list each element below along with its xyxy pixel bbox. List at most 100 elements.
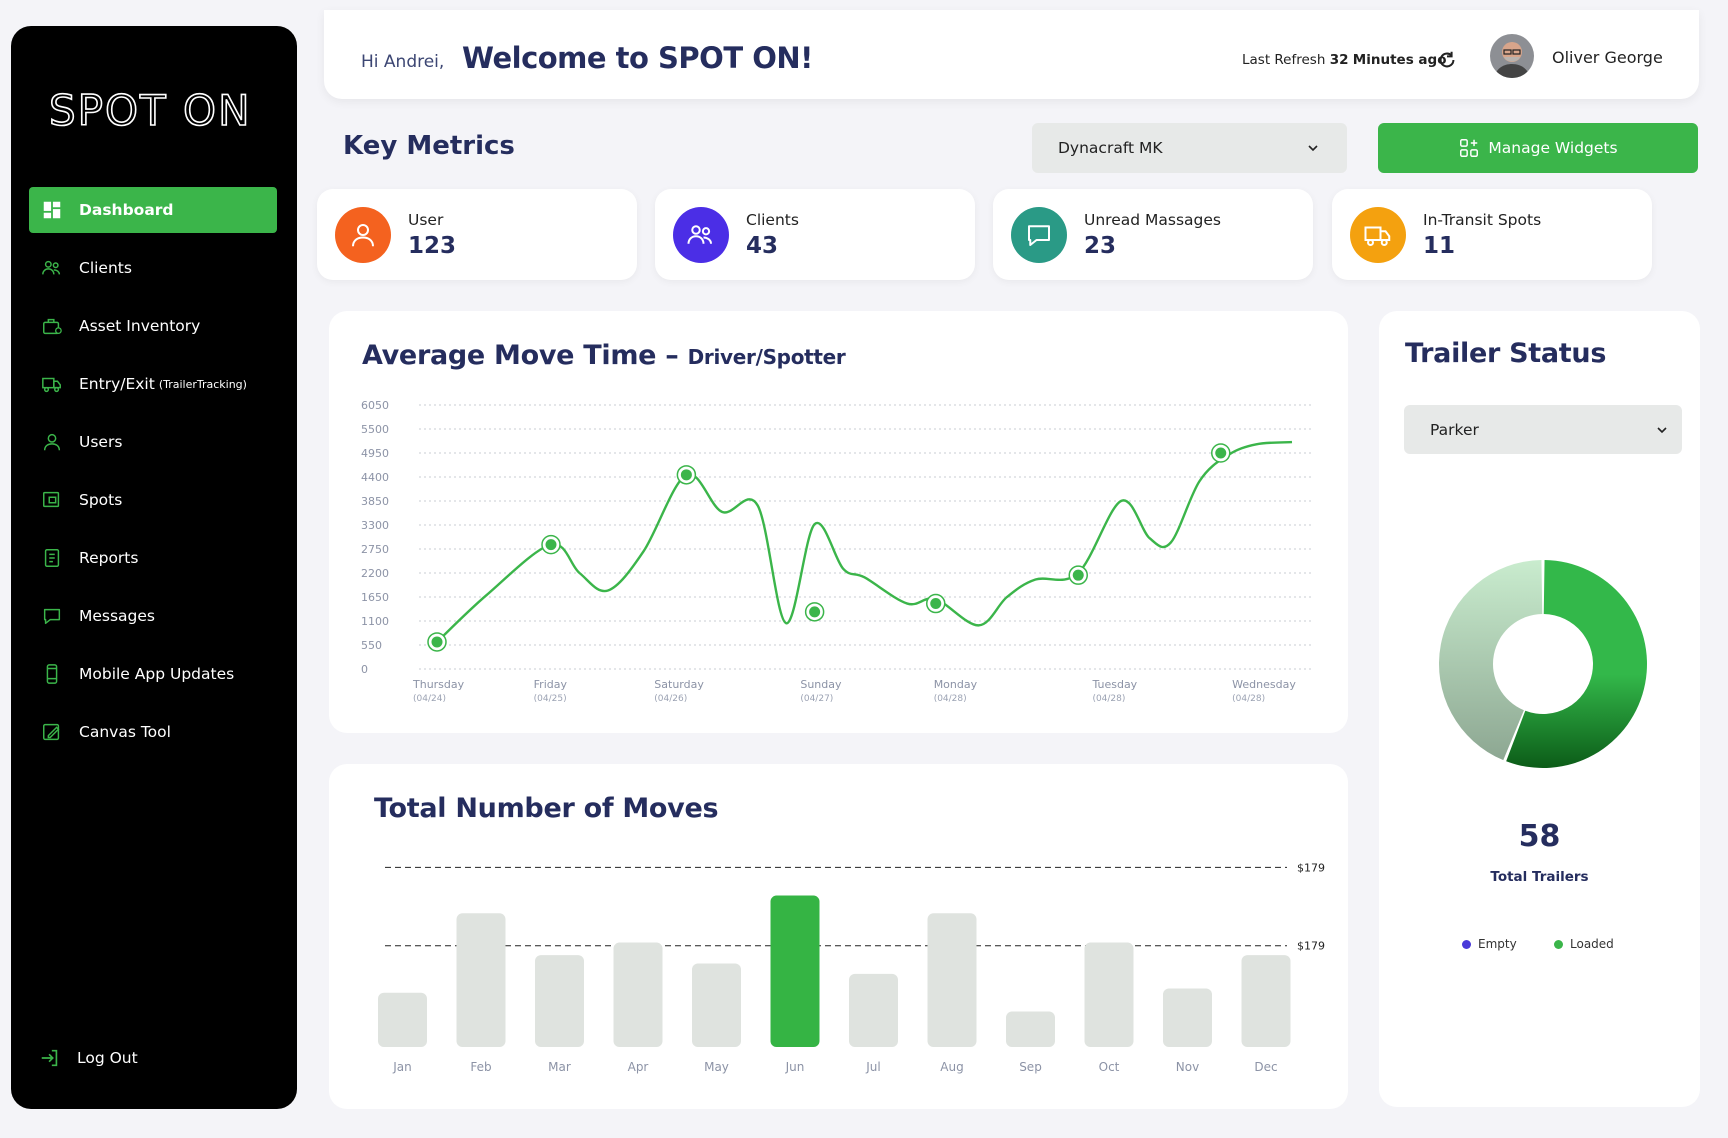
manage-widgets-button[interactable]: Manage Widgets — [1378, 123, 1698, 173]
sidebar-item-clients[interactable]: Clients — [29, 245, 277, 291]
x-tick-label: Dec — [1254, 1060, 1277, 1074]
sidebar-item-label: Dashboard — [79, 201, 174, 219]
y-tick-label: 2750 — [361, 543, 389, 556]
user-name[interactable]: Oliver George — [1552, 48, 1663, 67]
sidebar-icon-wrap — [41, 605, 63, 627]
avg-move-title: Average Move Time – Driver/Spotter — [362, 340, 846, 371]
data-point-core — [809, 606, 821, 618]
client-select-value: Dynacraft MK — [1058, 139, 1163, 157]
x-tick-label: Jan — [392, 1060, 412, 1074]
bar[interactable] — [849, 973, 898, 1047]
metric-card[interactable]: Unread Massages 23 — [993, 189, 1313, 280]
x-tick-date: (04/27) — [800, 694, 833, 704]
sidebar-item-asset-inventory[interactable]: Asset Inventory — [29, 303, 277, 349]
metric-value: 11 — [1423, 233, 1456, 259]
x-tick-label: Sep — [1019, 1060, 1042, 1074]
bar[interactable] — [1084, 942, 1134, 1047]
bar[interactable] — [535, 955, 584, 1047]
sidebar-item-entry-exit[interactable]: Entry/Exit (TrailerTracking) — [29, 361, 277, 407]
sidebar-icon-wrap — [41, 199, 63, 221]
x-tick-label: Feb — [470, 1060, 491, 1074]
widgets-icon — [1460, 139, 1479, 157]
metric-icon-circle — [673, 207, 729, 263]
reference-line-label: $179 — [1297, 940, 1325, 953]
y-tick-label: 4400 — [361, 471, 389, 484]
y-tick-label: 3300 — [361, 519, 389, 532]
pie-slice-empty[interactable] — [1439, 560, 1543, 761]
data-point-core — [545, 539, 557, 551]
logo-text: SPOT ON — [49, 86, 252, 135]
y-tick-label: 3850 — [361, 495, 389, 508]
metric-value: 23 — [1084, 233, 1117, 259]
sidebar-item-spots[interactable]: Spots — [29, 477, 277, 523]
sidebar-icon-wrap — [41, 663, 63, 685]
trailer-status-card: Trailer Status Parker 58 Total Trailers … — [1379, 311, 1700, 1107]
x-tick-label: May — [704, 1060, 729, 1074]
bar[interactable] — [1006, 1011, 1055, 1047]
x-tick-date: (04/28) — [934, 694, 967, 704]
x-tick-label: Jul — [865, 1060, 880, 1074]
bar[interactable] — [692, 963, 741, 1047]
location-select[interactable]: Parker — [1404, 405, 1682, 454]
total-moves-card: Total Number of Moves $179 $179 Jan Feb Mar A… — [329, 764, 1348, 1109]
x-tick-label: Apr — [628, 1060, 649, 1074]
bar[interactable] — [927, 913, 977, 1047]
x-tick-label: Sunday — [800, 678, 842, 691]
bar[interactable] — [1163, 988, 1212, 1047]
metric-label: Clients — [746, 211, 799, 229]
legend-loaded-dot — [1554, 939, 1563, 949]
data-point-core — [431, 636, 443, 648]
total-moves-title: Total Number of Moves — [374, 793, 719, 824]
sidebar-item-label: Messages — [79, 607, 156, 625]
data-point-core — [1072, 569, 1084, 581]
pie-slice-loaded[interactable] — [1506, 560, 1647, 768]
sidebar-icon-wrap — [41, 721, 63, 743]
metric-card[interactable]: In-Transit Spots 11 — [1332, 189, 1652, 280]
client-select[interactable]: Dynacraft MK — [1032, 123, 1347, 173]
sidebar-item-label: Clients — [79, 259, 132, 277]
bar[interactable] — [1241, 955, 1291, 1047]
sidebar-item-sub: (TrailerTracking) — [158, 377, 247, 391]
sidebar-item-label: Mobile App Updates — [79, 665, 235, 683]
metric-card[interactable]: User 123 — [317, 189, 637, 280]
refresh-value: 32 — [1329, 52, 1349, 68]
x-tick-label: Jun — [785, 1060, 805, 1074]
sidebar-item-label: Reports — [79, 549, 139, 567]
sidebar-item-canvas-tool[interactable]: Canvas Tool — [29, 709, 277, 755]
avatar[interactable] — [1490, 34, 1534, 78]
bar[interactable] — [378, 992, 427, 1047]
logout-label: Log Out — [77, 1049, 138, 1067]
dashboard-icon — [43, 201, 61, 219]
avg-move-subtitle: Driver/Spotter — [687, 345, 846, 369]
x-tick-label: Monday — [934, 678, 978, 691]
greeting: Hi Andrei, — [361, 52, 445, 72]
metric-card[interactable]: Clients 43 — [655, 189, 975, 280]
metric-icon-circle — [1011, 207, 1067, 263]
total-trailers-value: 58 — [1518, 819, 1561, 854]
metric-label: In-Transit Spots — [1423, 211, 1542, 229]
bar[interactable] — [613, 942, 663, 1047]
sidebar: SPOT ON Dashboard Clients Asset Inventory E… — [11, 26, 297, 1109]
y-tick-label: 0 — [361, 663, 368, 676]
x-tick-date: (04/28) — [1232, 694, 1265, 704]
x-tick-label: Nov — [1176, 1060, 1199, 1074]
sidebar-item-messages[interactable]: Messages — [29, 593, 277, 639]
legend-empty-label: Empty — [1478, 937, 1517, 951]
bar[interactable] — [770, 895, 820, 1047]
sidebar-item-mobile-app-updates[interactable]: Mobile App Updates — [29, 651, 277, 697]
donut-chart — [1439, 560, 1647, 768]
sidebar-item-dashboard[interactable]: Dashboard — [29, 187, 277, 233]
sidebar-item-users[interactable]: Users — [29, 419, 277, 465]
bar[interactable] — [456, 913, 506, 1047]
x-tick-label: Wednesday — [1232, 678, 1296, 691]
y-tick-label: 1100 — [361, 615, 389, 628]
x-tick-date: (04/28) — [1092, 694, 1125, 704]
sidebar-item-reports[interactable]: Reports — [29, 535, 277, 581]
clients-icon — [687, 225, 712, 244]
sidebar-icon-wrap — [41, 489, 63, 511]
sidebar-item-label: Spots — [79, 491, 123, 509]
legend-empty-dot — [1462, 939, 1471, 949]
logout-button[interactable]: Log Out — [39, 1047, 138, 1069]
refresh-icon[interactable] — [1436, 49, 1458, 71]
bar-chart: $179 $179 Jan Feb Mar Apr May Jun Jul Aug Sep Oct No… — [378, 861, 1325, 1074]
